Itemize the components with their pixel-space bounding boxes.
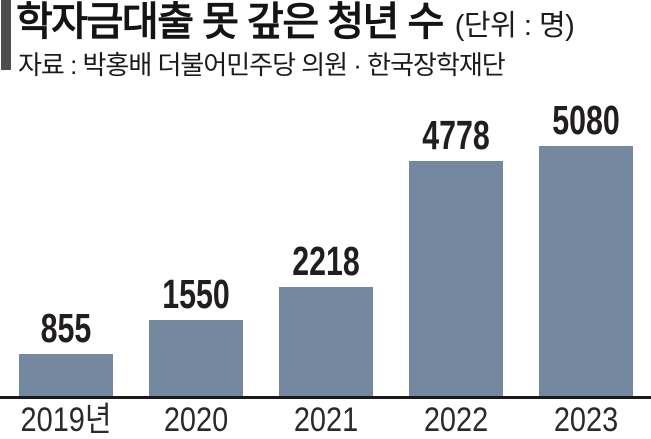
x-axis-label: 2023: [553, 401, 619, 439]
unit-label: (단위 : 명): [454, 10, 575, 42]
bar-value-label: 855: [40, 305, 92, 351]
bar-value-label: 4778: [422, 112, 490, 158]
header-title-row: 학자금대출 못 갚은 청년 수 (단위 : 명): [16, 0, 651, 45]
bar-value-label: 2218: [292, 238, 360, 284]
bar: [149, 320, 243, 396]
bar: [19, 354, 113, 396]
bar-value-label: 1550: [162, 271, 230, 317]
headline-accent-bar: [1, 0, 11, 70]
x-axis-label: 2020: [163, 401, 229, 439]
x-axis-label: 2021: [293, 401, 359, 439]
bar: [279, 287, 373, 396]
bar-value-label: 5080: [552, 97, 620, 143]
x-axis-line: [0, 396, 651, 399]
bar: [409, 161, 503, 396]
bar: [539, 146, 633, 396]
chart-title: 학자금대출 못 갚은 청년 수: [16, 0, 444, 44]
source-line: 자료 : 박홍배 더불어민주당 의원 · 한국장학재단: [18, 50, 506, 80]
x-axis-label: 2019년: [20, 401, 112, 439]
x-axis-label: 2022: [423, 401, 489, 439]
